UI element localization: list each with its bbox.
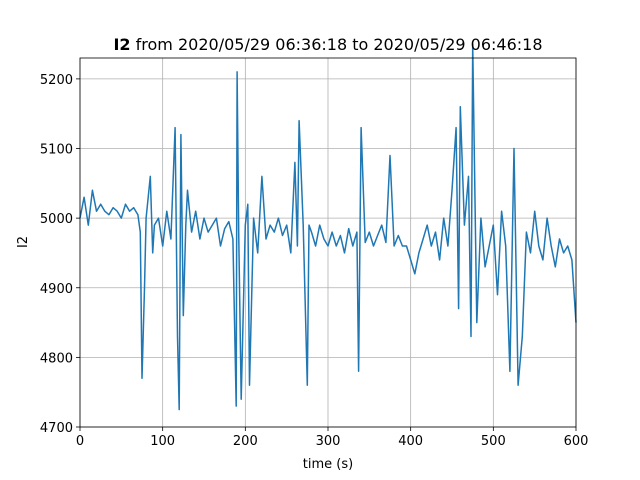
y-tick-label: 4900 [40,282,73,297]
series-line [79,43,577,411]
y-tick-label: 5200 [40,73,73,88]
x-tick-label: 400 [398,434,423,449]
y-tick-label: 4800 [40,351,73,366]
x-axis-label: time (s) [303,457,353,472]
y-tick-label: 4700 [40,421,73,436]
x-tick-label: 200 [233,434,258,449]
y-axis-label: I2 [16,236,31,248]
chart-title-rest: from 2020/05/29 06:36:18 to 2020/05/29 0… [131,35,543,54]
tick-labels: 0 100 200 300 400 500 600 4700 4800 4900 5000 5100 5… [40,73,589,449]
chart-title: I2 from 2020/05/29 06:36:18 to 2020/05/2… [113,35,542,54]
x-tick-label: 600 [564,434,589,449]
x-tick-label: 300 [316,434,341,449]
chart-title-bold: I2 [113,35,130,54]
y-tick-label: 5000 [40,212,73,227]
x-tick-label: 0 [76,434,84,449]
tick-marks [76,78,577,431]
y-tick-label: 5100 [40,143,73,158]
x-tick-label: 500 [481,434,506,449]
x-tick-label: 100 [150,434,175,449]
series-layer [79,43,577,411]
